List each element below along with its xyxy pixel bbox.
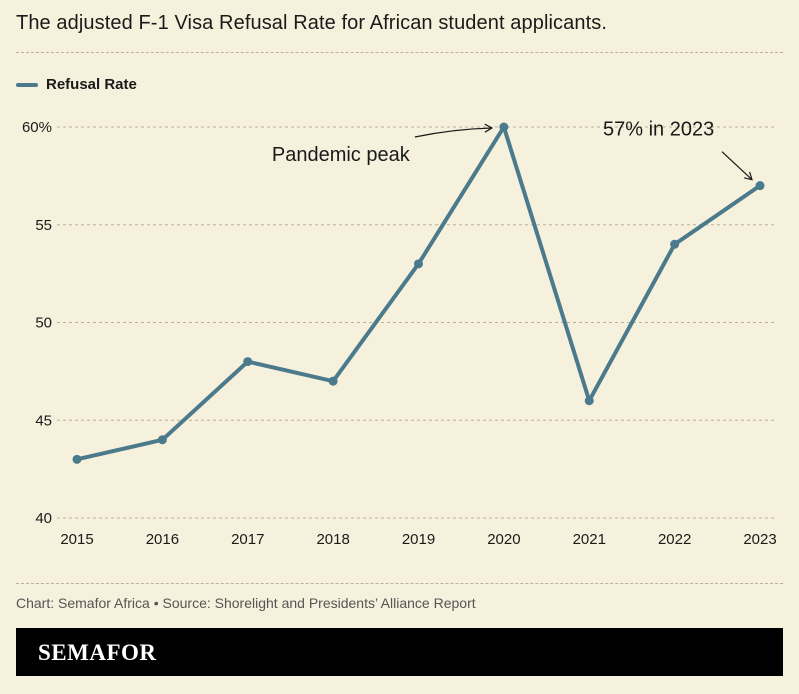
data-point — [157, 435, 167, 445]
x-tick-label: 2021 — [573, 531, 606, 548]
legend-swatch — [16, 82, 38, 87]
annotation-arrow — [721, 151, 753, 181]
data-point — [499, 122, 509, 132]
x-tick-label: 2017 — [231, 531, 264, 548]
x-tick-label: 2019 — [402, 531, 435, 548]
series-line — [75, 125, 762, 462]
top-divider — [16, 52, 783, 53]
legend: Refusal Rate — [16, 76, 137, 93]
annotations: Pandemic peak 57% in 2023 — [272, 119, 753, 181]
y-tick-label: 40 — [35, 510, 52, 527]
x-axis: 2015 2016 2017 2018 2019 2020 2021 2022 2023 — [60, 531, 776, 548]
series — [72, 122, 765, 464]
x-tick-label: 2016 — [146, 531, 179, 548]
x-tick-label: 2020 — [487, 531, 520, 548]
data-point — [414, 259, 423, 269]
data-point — [584, 396, 594, 406]
data-point — [670, 239, 680, 249]
x-tick-label: 2022 — [658, 531, 691, 548]
data-point — [328, 376, 338, 386]
data-point — [72, 454, 82, 464]
y-tick-label: 50 — [35, 315, 52, 332]
y-tick-label: 45 — [35, 412, 52, 429]
semafor-logo: SEMAFOR — [38, 640, 157, 665]
x-tick-label: 2018 — [316, 531, 349, 548]
annotation-pandemic-peak: Pandemic peak — [272, 144, 411, 166]
brand-bar: SEMAFOR — [16, 628, 783, 676]
legend-label: Refusal Rate — [46, 76, 137, 93]
chart-title: The adjusted F-1 Visa Refusal Rate for A… — [16, 12, 607, 34]
data-point — [755, 181, 765, 191]
x-tick-label: 2023 — [743, 531, 776, 548]
gridlines — [57, 126, 777, 519]
y-tick-label: 60% — [22, 119, 52, 136]
x-tick-label: 2015 — [60, 531, 93, 548]
data-point — [243, 357, 253, 367]
source-credit: Chart: Semafor Africa • Source: Shorelig… — [16, 595, 476, 611]
annotation-57-2023: 57% in 2023 — [603, 119, 714, 141]
y-tick-label: 55 — [35, 217, 52, 234]
bottom-divider — [16, 583, 783, 584]
y-axis: 40 45 50 55 60% — [22, 119, 52, 527]
annotation-arrow — [414, 123, 494, 138]
